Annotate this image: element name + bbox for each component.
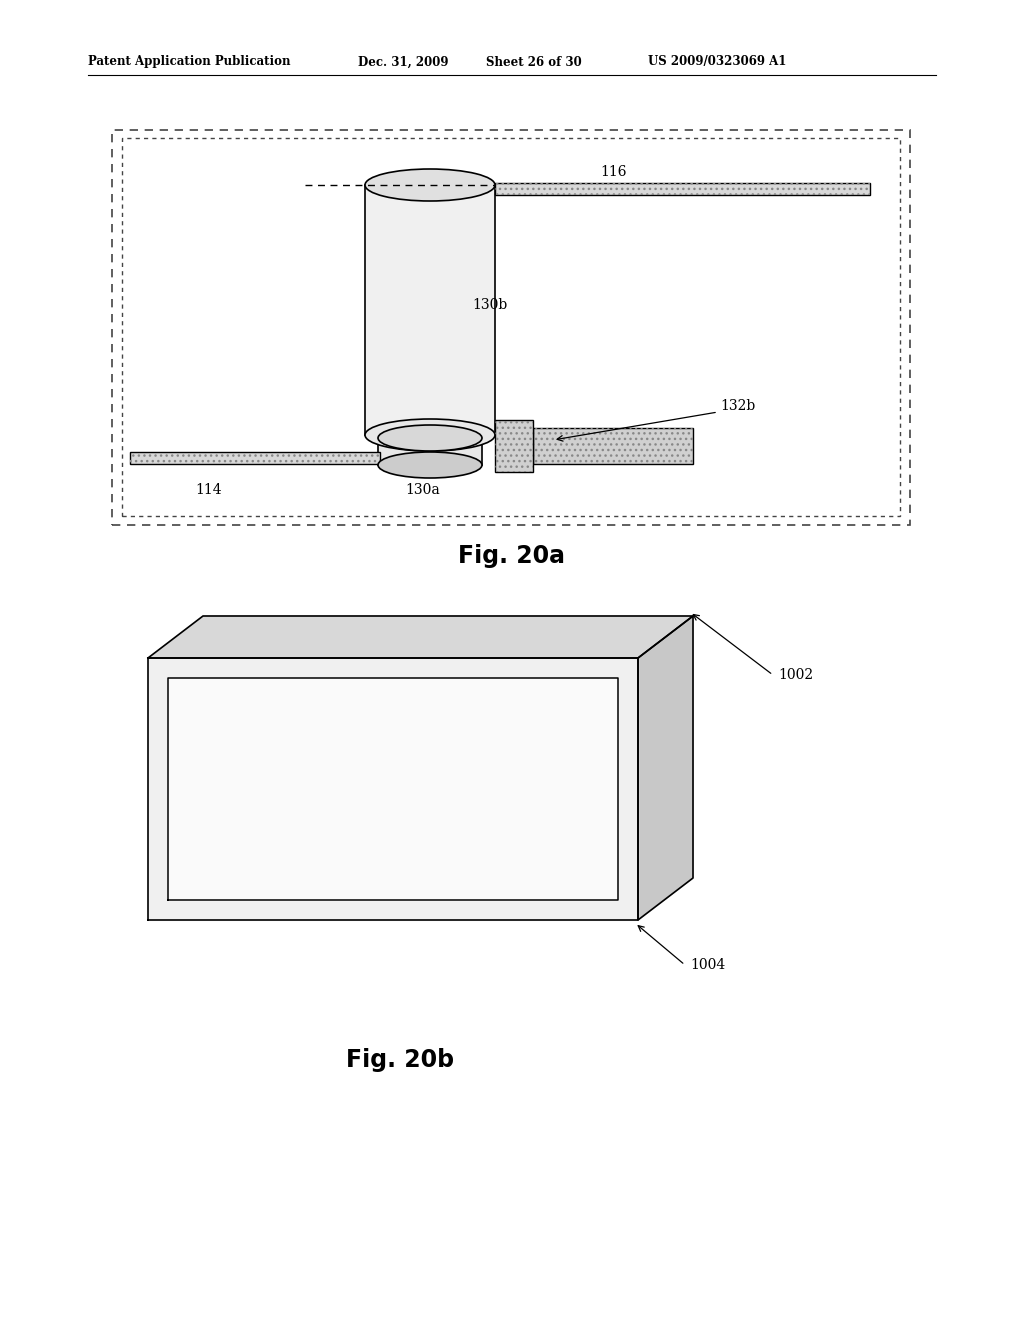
Text: Sheet 26 of 30: Sheet 26 of 30 [486, 55, 582, 69]
Ellipse shape [378, 451, 482, 478]
Polygon shape [638, 616, 693, 920]
Bar [495, 183, 870, 195]
Text: Patent Application Publication: Patent Application Publication [88, 55, 291, 69]
Text: 114: 114 [195, 483, 221, 498]
Polygon shape [148, 616, 693, 657]
Bar [122, 139, 900, 516]
Text: Dec. 31, 2009: Dec. 31, 2009 [358, 55, 449, 69]
Polygon shape [168, 678, 618, 900]
Bar [365, 185, 495, 436]
Text: 130a: 130a [406, 483, 439, 498]
Bar [130, 451, 380, 465]
Bar [495, 183, 870, 195]
Text: 132b: 132b [720, 399, 756, 413]
Bar [495, 420, 534, 473]
Bar [130, 451, 380, 465]
Text: Fig. 20a: Fig. 20a [459, 544, 565, 568]
Text: 116: 116 [600, 165, 627, 180]
Bar [534, 428, 693, 465]
Text: 1004: 1004 [690, 958, 725, 972]
Text: Fig. 20b: Fig. 20b [346, 1048, 454, 1072]
Text: US 2009/0323069 A1: US 2009/0323069 A1 [648, 55, 786, 69]
Bar [378, 438, 482, 465]
Text: 130b: 130b [472, 298, 507, 312]
Ellipse shape [378, 425, 482, 451]
Bar [534, 428, 693, 465]
Ellipse shape [365, 418, 495, 451]
Bar [495, 420, 534, 473]
Ellipse shape [365, 169, 495, 201]
Bar [112, 129, 910, 525]
Text: 1002: 1002 [778, 668, 813, 682]
Polygon shape [148, 657, 638, 920]
